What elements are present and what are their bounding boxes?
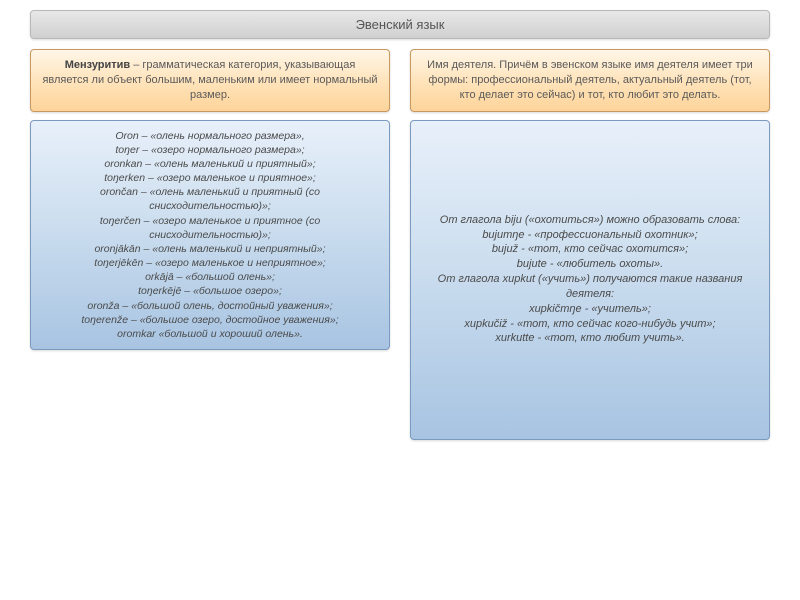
right-header-box: Имя деятеля. Причём в эвенском языке имя… <box>410 49 770 112</box>
right-header-text: Имя деятеля. Причём в эвенском языке имя… <box>427 59 753 101</box>
page-title: Эвенский язык <box>30 10 770 39</box>
left-header-bold: Мензуритив <box>65 59 130 71</box>
columns-container: Мензуритив – грамматическая категория, у… <box>30 49 770 440</box>
right-column: Имя деятеля. Причём в эвенском языке имя… <box>410 49 770 440</box>
right-body-text: От глагола biju («охотиться») можно обра… <box>421 213 759 347</box>
right-body-box: От глагола biju («охотиться») можно обра… <box>410 120 770 440</box>
left-body-box: Oron – «олень нормального размера», toŋe… <box>30 120 390 351</box>
left-body-text: Oron – «олень нормального размера», toŋe… <box>41 129 379 342</box>
left-column: Мензуритив – грамматическая категория, у… <box>30 49 390 440</box>
left-header-box: Мензуритив – грамматическая категория, у… <box>30 49 390 112</box>
